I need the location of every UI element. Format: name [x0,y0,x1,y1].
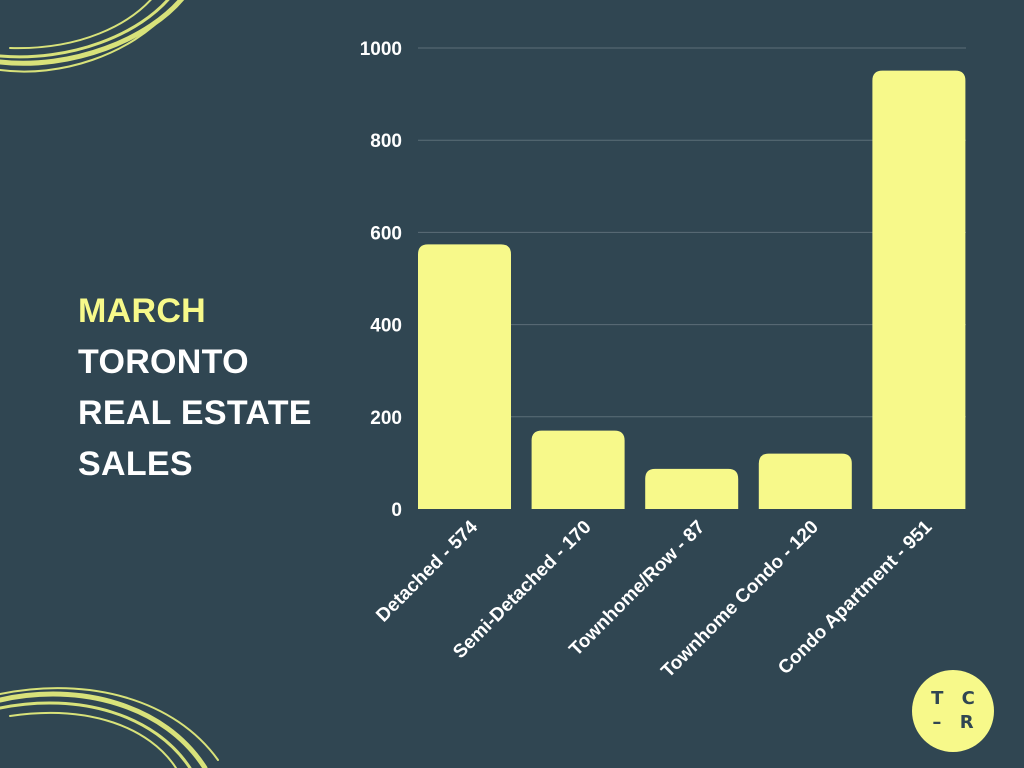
y-tick-label: 400 [370,316,402,337]
y-tick-label: 1000 [360,39,402,60]
logo-line-1: T C [931,688,981,709]
x-category-label: Detached - 574 [372,516,482,626]
bars [418,70,966,510]
y-tick-label: 200 [370,408,402,429]
tcr-logo: T C – R [912,670,994,752]
y-axis-ticks: 0 200 400 600 800 1000 [360,39,402,521]
heading-month: MARCH [78,292,207,330]
heading-topic: REAL ESTATE [78,394,312,432]
y-tick-label: 600 [370,223,402,244]
chart-heading: MARCH TORONTO REAL ESTATE SALES [78,286,312,490]
bar [418,244,511,510]
y-tick-label: 0 [391,500,402,521]
bar [872,70,966,510]
bar [758,453,852,509]
heading-city: TORONTO [78,343,249,381]
decorative-swirl-bottom [0,687,219,768]
bar [645,468,739,509]
bar [531,430,625,509]
heading-sales: SALES [78,445,193,483]
y-tick-label: 800 [370,131,402,152]
logo-line-2: – R [932,712,980,733]
decorative-swirl-top [0,0,184,73]
